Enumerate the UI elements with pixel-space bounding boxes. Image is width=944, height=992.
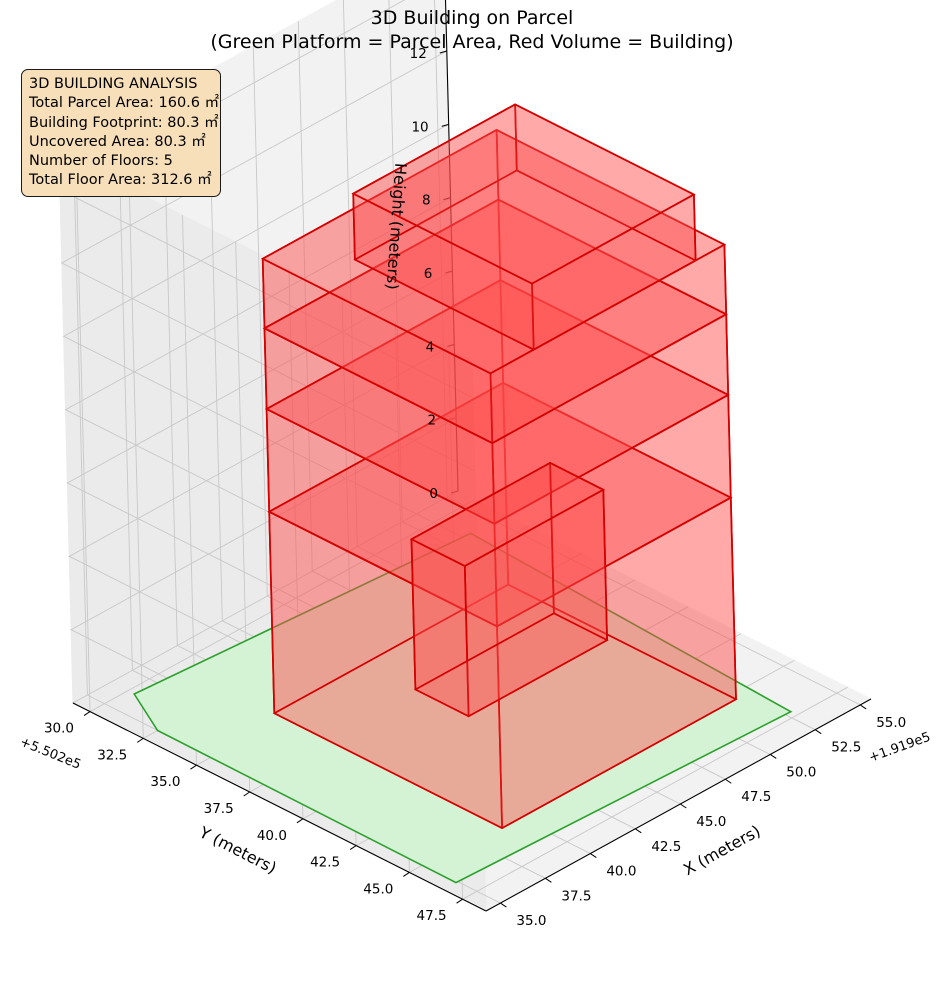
building-floor-slab (413, 612, 609, 718)
x-tick-label: 42.5 (651, 839, 681, 855)
y-tick (456, 898, 463, 904)
info-uncovered-area: Uncovered Area: 80.3 ㎡ (29, 133, 206, 150)
axis-lines (72, 0, 872, 912)
building-roof (260, 128, 727, 375)
z-tick-label: 4 (426, 339, 435, 355)
z-tick-label: 12 (410, 46, 427, 62)
building-floor-slab (267, 382, 733, 628)
grid-line-z (62, 123, 477, 545)
y-tick-label: 42.5 (310, 855, 340, 871)
building-floor-slab (264, 279, 730, 525)
building-annex (409, 461, 609, 718)
x-offset-label: +1.919e5 (867, 730, 933, 766)
x-tick (500, 902, 507, 908)
x-tick-label: 37.5 (561, 888, 591, 904)
title-line-1: 3D Building on Parcel (370, 7, 574, 29)
y-tick-label: 32.5 (97, 747, 127, 763)
analysis-info-box: 3D BUILDING ANALYSIS Total Parcel Area: … (21, 69, 221, 197)
z-tick-label: 0 (429, 486, 438, 502)
info-total-floor-area: Total Floor Area: 312.6 ㎡ (29, 172, 212, 189)
info-parcel-area: Total Parcel Area: 160.6 ㎡ (29, 95, 220, 112)
grid-line-z (60, 50, 476, 472)
x-tick (859, 704, 867, 710)
building-floor-4 (260, 128, 728, 444)
info-building-footprint: Building Footprint: 80.3 ㎡ (29, 114, 219, 131)
z-tick-label: 2 (428, 413, 437, 429)
z-tick (450, 490, 459, 494)
x-tick-label: 35.0 (516, 913, 546, 929)
y-tick-label: 47.5 (417, 908, 447, 924)
z-tick (447, 343, 455, 347)
z-tick (439, 50, 447, 54)
z-tick-label: 8 (422, 193, 431, 209)
z-tick (441, 123, 449, 127)
y-tick (403, 871, 410, 877)
x-tick (769, 754, 777, 759)
data-polygons (133, 103, 793, 884)
chart-title: 3D Building on Parcel (Green Platform = … (0, 6, 944, 54)
y-tick (136, 737, 144, 743)
x-tick-label: 45.0 (696, 814, 726, 830)
y-tick (243, 791, 250, 797)
z-tick-label: 6 (424, 266, 433, 282)
z-tick-label: 10 (411, 119, 428, 135)
y-tick (83, 711, 91, 716)
building-floor-slab (353, 169, 698, 351)
building-floor-5 (351, 103, 698, 351)
y-tick-label: 30.0 (44, 721, 74, 737)
parcel-platform (133, 532, 793, 884)
z-tick (448, 417, 457, 421)
x-tick (635, 828, 642, 834)
x-tick-label: 55.0 (876, 715, 906, 731)
building-floor-slab (262, 198, 728, 444)
x-axis-line (485, 698, 872, 912)
x-tick (724, 778, 732, 784)
z-axis-line (444, 0, 459, 492)
x-tick-label: 47.5 (741, 789, 771, 805)
info-number-of-floors: Number of Floors: 5 (29, 153, 173, 170)
y-tick (349, 845, 357, 851)
x-tick-label: 52.5 (831, 740, 861, 756)
z-tick (443, 197, 451, 201)
x-tick (545, 877, 552, 883)
y-offset-label: +5.502e5 (18, 735, 83, 773)
y-axis-line (72, 702, 487, 912)
building-floor-1 (267, 381, 738, 829)
building-floor-2 (264, 279, 733, 628)
y-tick (296, 818, 304, 824)
x-tick (590, 853, 597, 858)
info-heading: 3D BUILDING ANALYSIS (29, 76, 198, 92)
z-tick (445, 270, 453, 274)
y-tick-label: 37.5 (204, 801, 234, 817)
y-tick-label: 45.0 (363, 881, 393, 897)
building-floor-slab (272, 583, 738, 829)
building-roof (409, 461, 606, 567)
y-tick-label: 40.0 (257, 828, 287, 844)
x-tick-label: 50.0 (786, 764, 816, 780)
x-tick (814, 729, 822, 735)
x-tick-label: 40.0 (606, 864, 636, 880)
y-tick-label: 35.0 (150, 774, 180, 790)
y-tick (190, 764, 197, 770)
tick-marks (83, 50, 867, 908)
x-tick (680, 803, 687, 809)
building-roof (351, 103, 696, 285)
building-floor-3 (262, 198, 730, 525)
title-line-2: (Green Platform = Parcel Area, Red Volum… (210, 31, 734, 53)
